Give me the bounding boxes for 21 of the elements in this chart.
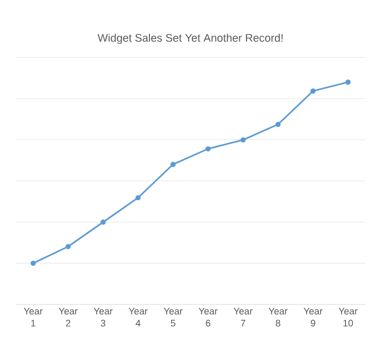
point bbox=[170, 162, 176, 167]
x-tick-label: Year 6 bbox=[198, 308, 218, 326]
x-tick-label: Year 2 bbox=[58, 308, 78, 326]
x-tick-label: Year 7 bbox=[234, 308, 253, 326]
chart-title: Widget Sales Set Yet Another Record! bbox=[98, 34, 283, 44]
x-tick-label: Year 8 bbox=[268, 308, 288, 326]
x-tick-label: Year 4 bbox=[128, 308, 148, 326]
point bbox=[240, 137, 246, 142]
point bbox=[100, 219, 106, 225]
x-tick-label: Year 9 bbox=[304, 308, 322, 326]
point bbox=[345, 79, 351, 85]
x-tick-label: Year 5 bbox=[164, 308, 183, 326]
point bbox=[30, 260, 36, 266]
point bbox=[66, 244, 71, 250]
point bbox=[310, 88, 316, 94]
x-tick-label: Year 3 bbox=[94, 308, 113, 326]
point bbox=[205, 146, 211, 152]
x-tick-label: Year 10 bbox=[338, 308, 358, 326]
x-tick-label: Year 1 bbox=[24, 308, 43, 326]
point bbox=[275, 122, 281, 127]
point bbox=[136, 194, 141, 200]
